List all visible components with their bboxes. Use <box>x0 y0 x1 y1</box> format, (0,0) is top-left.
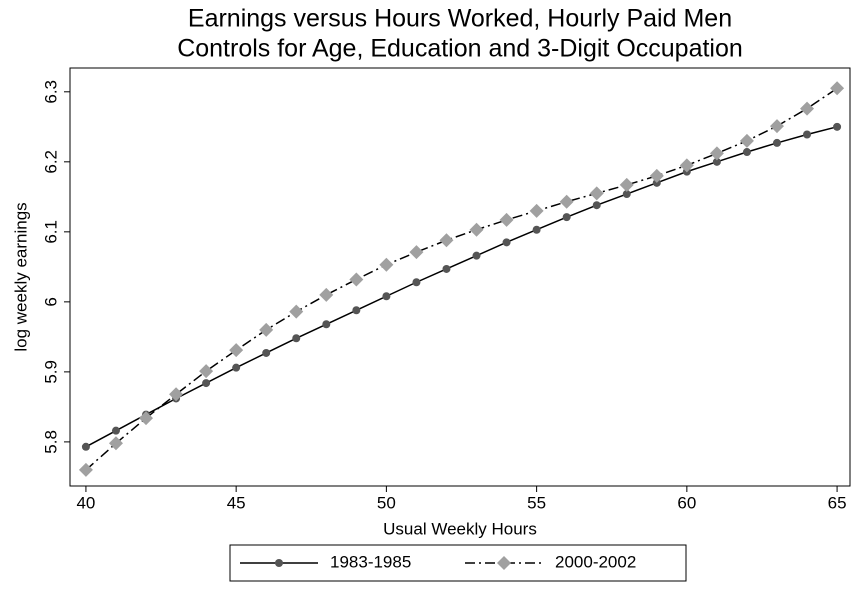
marker <box>382 292 391 301</box>
marker <box>442 264 451 273</box>
y-tick-label: 5.8 <box>41 430 60 454</box>
marker <box>652 178 661 187</box>
marker <box>679 158 694 173</box>
marker <box>830 81 845 96</box>
plot-frame <box>69 67 851 487</box>
series-line <box>85 126 838 448</box>
marker <box>139 411 154 426</box>
marker <box>409 245 424 260</box>
y-tick-label: 6.1 <box>41 220 60 244</box>
marker <box>352 306 361 315</box>
x-tick-label: 40 <box>76 493 95 512</box>
marker <box>169 387 184 402</box>
legend-label: 1983-1985 <box>330 552 411 571</box>
x-tick-label: 55 <box>527 493 546 512</box>
marker <box>803 130 812 139</box>
y-tick-label: 6.2 <box>41 150 60 174</box>
marker <box>772 138 781 147</box>
marker <box>469 222 484 237</box>
marker <box>502 238 511 247</box>
series-line <box>85 87 838 471</box>
marker <box>259 322 274 337</box>
marker <box>319 287 334 302</box>
marker <box>712 157 721 166</box>
marker <box>529 203 544 218</box>
marker <box>81 442 90 451</box>
chart-subtitle: Controls for Age, Education and 3-Digit … <box>177 35 743 63</box>
chart-title: Earnings versus Hours Worked, Hourly Pai… <box>188 5 732 33</box>
y-tick-label: 6.3 <box>41 80 60 104</box>
marker <box>622 190 631 199</box>
marker <box>379 257 394 272</box>
marker <box>589 186 604 201</box>
marker <box>322 320 331 329</box>
marker <box>619 177 634 192</box>
marker <box>559 194 574 209</box>
marker <box>739 133 754 148</box>
legend-box <box>229 544 687 582</box>
x-axis-label: Usual Weekly Hours <box>383 519 537 538</box>
marker <box>232 363 241 372</box>
y-tick-label: 5.9 <box>41 360 60 384</box>
marker <box>439 233 454 248</box>
marker <box>769 119 784 134</box>
marker <box>78 462 93 477</box>
marker <box>349 272 364 287</box>
x-tick-label: 65 <box>828 493 847 512</box>
marker <box>199 364 214 379</box>
marker <box>742 148 751 157</box>
marker <box>709 146 724 161</box>
marker <box>108 436 123 451</box>
legend-label: 2000-2002 <box>555 552 636 571</box>
marker <box>592 201 601 210</box>
marker <box>532 225 541 234</box>
marker <box>833 122 842 131</box>
marker <box>292 334 301 343</box>
marker <box>562 213 571 222</box>
marker <box>111 426 120 435</box>
marker <box>229 343 244 358</box>
marker <box>649 168 664 183</box>
x-tick-label: 60 <box>677 493 696 512</box>
legend-marker <box>275 559 283 567</box>
y-tick-label: 6 <box>41 297 60 306</box>
marker <box>472 251 481 260</box>
marker <box>202 379 211 388</box>
marker <box>412 278 421 287</box>
x-tick-label: 45 <box>227 493 246 512</box>
marker <box>499 212 514 227</box>
marker <box>262 348 271 357</box>
y-axis-label: log weekly earnings <box>11 202 30 351</box>
x-tick-label: 50 <box>377 493 396 512</box>
marker <box>800 101 815 116</box>
legend-marker <box>497 556 511 570</box>
marker <box>289 304 304 319</box>
